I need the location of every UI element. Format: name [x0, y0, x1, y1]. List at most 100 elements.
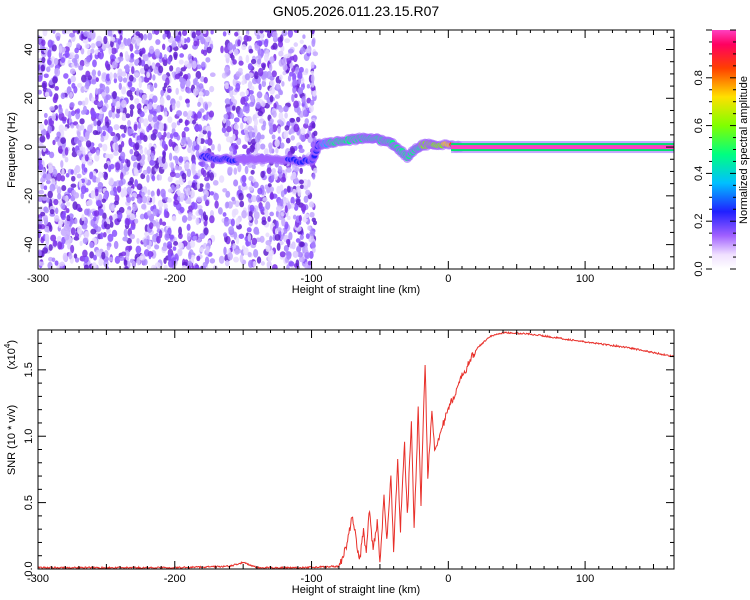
noise-blob — [119, 124, 125, 130]
noise-blob — [183, 73, 189, 80]
noise-blob — [175, 180, 180, 186]
noise-blob — [275, 147, 279, 154]
noise-blob — [195, 70, 202, 80]
noise-blob — [251, 132, 256, 138]
noise-blob — [166, 94, 171, 101]
noise-blob — [148, 250, 152, 260]
noise-blob — [248, 186, 254, 191]
noise-blob — [142, 169, 148, 175]
noise-blob — [244, 165, 249, 175]
noise-blob — [60, 137, 66, 145]
noise-blob — [181, 137, 187, 145]
noise-blob — [40, 177, 45, 183]
noise-blob — [103, 163, 109, 170]
noise-blob — [79, 118, 85, 125]
noise-blob — [186, 223, 191, 231]
noise-blob — [65, 172, 70, 178]
noise-blob — [267, 253, 273, 262]
noise-blob — [76, 30, 81, 35]
noise-blob — [256, 40, 263, 46]
snr-scale-base: (x10 — [6, 348, 18, 369]
noise-blob — [96, 200, 102, 207]
noise-blob — [64, 147, 69, 156]
noise-blob — [156, 221, 161, 230]
noise-blob — [73, 58, 78, 67]
noise-blob — [301, 96, 306, 104]
noise-blob — [247, 125, 253, 132]
noise-blob — [73, 253, 78, 259]
noise-blob — [148, 45, 155, 55]
noise-blob — [141, 97, 146, 104]
noise-blob — [70, 124, 75, 129]
noise-blob — [125, 217, 130, 226]
noise-blob — [224, 260, 230, 267]
noise-blob — [256, 34, 261, 40]
noise-blob — [252, 260, 257, 268]
noise-blob — [71, 147, 76, 153]
noise-blob — [146, 72, 151, 78]
noise-blob — [140, 59, 146, 67]
noise-blob — [116, 185, 122, 193]
noise-blob — [230, 218, 235, 227]
noise-blob — [89, 171, 94, 180]
noise-blob — [58, 124, 65, 133]
noise-blob — [54, 86, 59, 91]
noise-blob — [167, 241, 173, 247]
noise-blob — [313, 130, 318, 137]
noise-blob — [136, 256, 141, 266]
noise-blob — [167, 176, 173, 183]
noise-blob — [69, 91, 74, 99]
noise-blob — [103, 35, 108, 45]
noise-blob — [161, 245, 168, 252]
noise-blob — [297, 188, 302, 197]
noise-blob — [294, 93, 298, 99]
noise-blob — [199, 233, 206, 240]
noise-blob — [83, 30, 89, 37]
noise-blob — [296, 116, 301, 123]
noise-blob — [106, 245, 111, 251]
noise-blob — [162, 33, 166, 40]
noise-blob — [231, 105, 236, 111]
noise-blob — [257, 187, 263, 195]
noise-blob — [225, 119, 231, 127]
noise-blob — [102, 130, 106, 137]
noise-blob — [122, 189, 128, 197]
noise-blob — [166, 132, 171, 139]
noise-blob — [259, 143, 266, 150]
noise-blob — [280, 176, 287, 183]
noise-blob — [248, 175, 254, 182]
noise-blob — [227, 106, 231, 112]
noise-blob — [77, 82, 83, 88]
noise-blob — [147, 154, 151, 163]
noise-blob — [93, 119, 98, 127]
noise-blob — [57, 145, 64, 154]
noise-blob — [143, 63, 149, 72]
noise-blob — [97, 70, 101, 77]
noise-blob — [154, 48, 161, 56]
noise-blob — [184, 119, 189, 127]
noise-blob — [222, 31, 227, 37]
noise-blob — [281, 217, 286, 227]
noise-blob — [103, 221, 108, 228]
noise-blob — [79, 59, 85, 67]
noise-blob — [136, 87, 140, 97]
noise-blob — [269, 86, 276, 95]
noise-blob — [105, 86, 110, 94]
noise-blob — [38, 149, 42, 158]
noise-blob — [263, 38, 269, 48]
noise-blob — [128, 245, 133, 251]
noise-blob — [205, 245, 210, 254]
noise-blob — [163, 209, 168, 218]
noise-blob — [230, 95, 235, 103]
noise-blob — [277, 119, 283, 125]
noise-blob — [238, 233, 245, 239]
noise-blob — [141, 47, 146, 55]
noise-blob — [297, 78, 302, 85]
noise-blob — [259, 235, 265, 243]
noise-blob — [174, 145, 180, 154]
noise-blob — [146, 125, 150, 133]
noise-blob — [109, 190, 115, 196]
noise-blob — [269, 186, 275, 193]
noise-blob — [276, 227, 282, 232]
noise-blob — [292, 79, 298, 86]
